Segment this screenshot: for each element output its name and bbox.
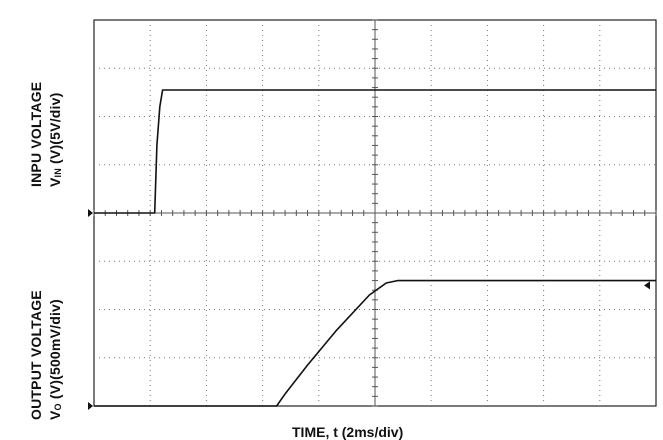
output-voltage-label-line2: VO (V)(500mV/div)	[47, 299, 63, 420]
trigger-level-marker	[644, 281, 650, 290]
channel-ground-marker	[88, 402, 93, 410]
input-voltage-axis-label: INPU VOLTAGE VIN (V)(5V/div)	[28, 82, 63, 187]
input-voltage-trace	[94, 89, 656, 214]
input-voltage-label-line2: VIN (V)(5V/div)	[47, 92, 63, 187]
channel-markers	[88, 209, 650, 410]
channel-ground-marker	[88, 209, 93, 217]
traces	[94, 89, 656, 407]
time-axis-label: TIME, t (2ms/div)	[292, 424, 404, 440]
output-voltage-trace	[94, 279, 656, 407]
output-voltage-label-line1: OUTPUT VOLTAGE	[28, 290, 44, 420]
output-voltage-axis-label: OUTPUT VOLTAGE VO (V)(500mV/div)	[28, 290, 63, 420]
graticule	[93, 19, 657, 407]
input-voltage-label-line1: INPU VOLTAGE	[28, 81, 44, 187]
